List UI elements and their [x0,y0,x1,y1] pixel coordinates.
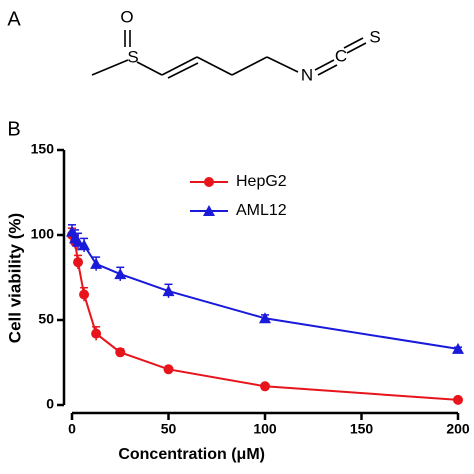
panel-label: B [7,118,20,140]
legend-marker [203,205,215,216]
x-tick-label: 200 [446,421,470,437]
marker [162,285,175,297]
legend-label: HepG2 [236,173,287,190]
atom-label: S [369,27,380,46]
y-tick-label: 100 [31,226,55,242]
marker [91,328,102,339]
marker [73,257,84,268]
x-tick-label: 150 [350,421,374,437]
marker [452,342,464,354]
marker [163,364,174,375]
y-tick-label: 150 [31,141,55,157]
marker [115,347,126,358]
marker [72,235,85,247]
x-tick-label: 100 [253,421,277,437]
marker [259,312,271,324]
marker [260,381,270,392]
panel-label: A [7,8,21,30]
y-tick-label: 50 [38,311,54,327]
atom-label: N [301,65,313,84]
marker [90,257,103,269]
x-axis-title: Concentration (μM) [118,446,265,463]
marker [453,394,463,405]
marker [114,268,127,280]
atom-label: C [335,46,347,65]
y-axis-title: Cell viability (%) [5,213,24,343]
x-tick-label: 0 [68,421,76,437]
x-tick-label: 50 [161,421,177,437]
marker [79,289,90,300]
series-line [71,231,459,350]
chemical-structure [91,30,367,79]
marker [78,239,91,251]
atom-label: S [127,47,138,66]
y-tick-label: 0 [46,396,54,412]
legend-label: AML12 [236,202,287,219]
atom-label: O [120,7,133,26]
legend-marker [204,177,214,187]
